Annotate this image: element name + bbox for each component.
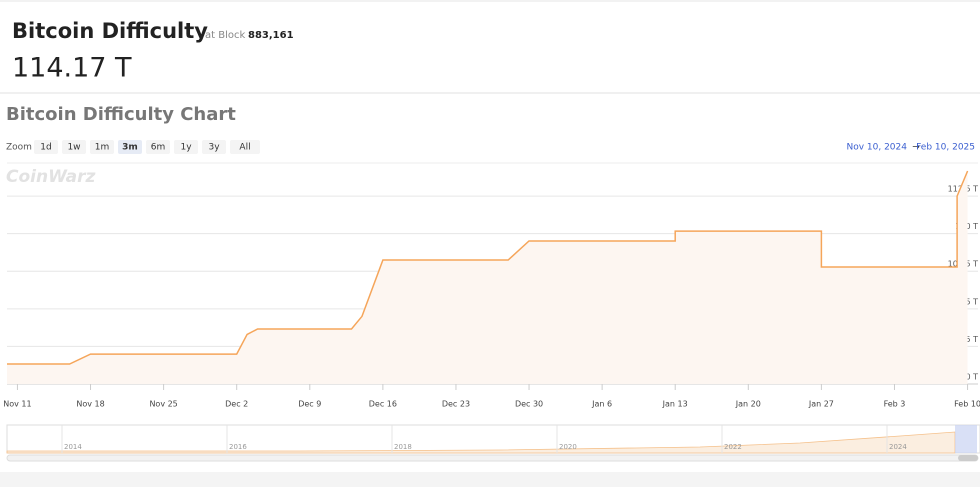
zoom-button[interactable]	[90, 140, 114, 154]
zoom-label: Zoom	[6, 143, 32, 153]
zoom-buttons: 1d 1w 1m 3m 6m 1y 3y All	[34, 140, 260, 154]
range-arrow: →	[912, 143, 920, 153]
zoom-button-label[interactable]: 1y	[180, 143, 192, 153]
x-tick-label: Nov 25	[149, 400, 177, 409]
section-title: Bitcoin Difficulty Chart	[6, 104, 236, 125]
range-from[interactable]: Nov 10, 2024	[846, 143, 907, 153]
x-tick-label: Dec 16	[369, 400, 397, 409]
difficulty-value: 114.17 T	[12, 53, 132, 84]
zoom-button[interactable]	[62, 140, 86, 154]
x-tick-label: Feb 10	[954, 400, 980, 409]
zoom-button[interactable]	[118, 140, 142, 154]
x-tick-label: Dec 2	[225, 400, 248, 409]
navigator-year: 2020	[559, 443, 577, 451]
navigator-year: 2024	[889, 443, 907, 451]
block-number: 883,161	[248, 30, 294, 41]
zoom-button[interactable]	[230, 140, 260, 154]
scrollbar-thumb[interactable]	[958, 455, 978, 461]
zoom-button[interactable]	[202, 140, 226, 154]
scrollbar-track	[6, 454, 979, 462]
navigator-year: 2022	[724, 443, 742, 451]
range-to[interactable]: Feb 10, 2025	[916, 143, 975, 153]
header-title: Bitcoin Difficulty	[12, 19, 208, 43]
x-tick-label: Nov 11	[3, 400, 31, 409]
x-tick-label: Feb 3	[884, 400, 906, 409]
zoom-button-label[interactable]: 3m	[122, 143, 138, 153]
x-tick-label: Dec 23	[442, 400, 470, 409]
x-tick-label: Jan 13	[662, 400, 688, 409]
zoom-button-label[interactable]: 1d	[40, 143, 51, 153]
area-fill	[7, 171, 968, 384]
zoom-button-label[interactable]: 6m	[151, 143, 166, 153]
navigator-window[interactable]	[955, 425, 977, 453]
block-label: at Block	[205, 30, 245, 41]
zoom-button[interactable]	[34, 140, 58, 154]
x-tick-label: Jan 6	[591, 400, 612, 409]
x-tick-label: Dec 9	[298, 400, 321, 409]
x-tick-label: Jan 20	[735, 400, 761, 409]
zoom-button[interactable]	[174, 140, 198, 154]
zoom-button-label[interactable]: 1w	[67, 143, 80, 153]
zoom-button[interactable]	[146, 140, 170, 154]
watermark: CoinWarz	[6, 167, 96, 187]
series-line	[7, 170, 969, 365]
zoom-button-label[interactable]: All	[239, 143, 250, 153]
x-tick-label: Jan 27	[808, 400, 834, 409]
navigator-series	[6, 431, 956, 454]
navigator-year: 2014	[64, 443, 82, 451]
zoom-button-label[interactable]: 1m	[95, 143, 110, 153]
navigator-labels: 2014 2016 2018 2020 2022 2024	[61, 425, 907, 453]
navigator-year: 2018	[394, 443, 412, 451]
footer-band	[0, 472, 980, 487]
navigator-year: 2016	[229, 443, 247, 451]
x-tick-label: Nov 18	[76, 400, 104, 409]
zoom-button-label[interactable]: 3y	[208, 143, 220, 153]
x-tick-label: Dec 30	[515, 400, 543, 409]
